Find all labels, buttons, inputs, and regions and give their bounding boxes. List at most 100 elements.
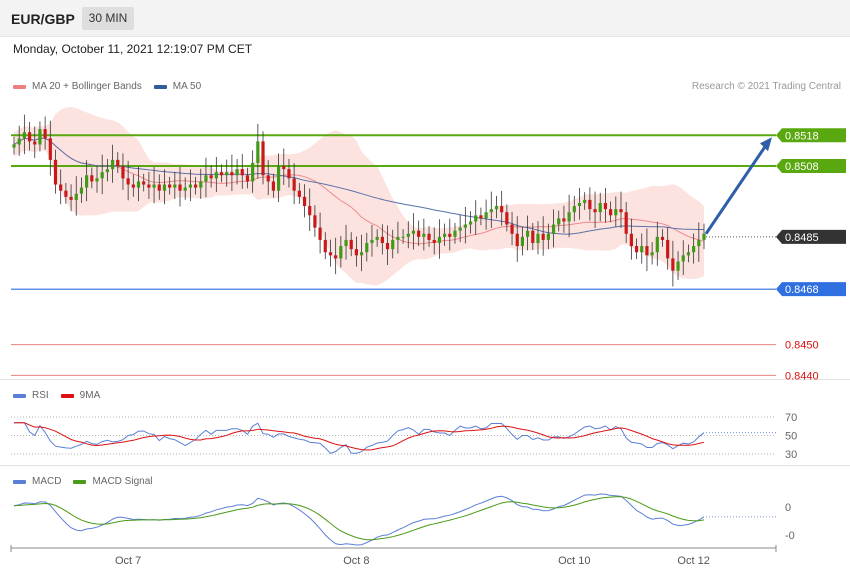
candle-body <box>380 236 384 243</box>
pivot-label-0.8468: 0.8468 <box>785 284 819 296</box>
panel-divider-macd <box>0 465 850 466</box>
legend-label-macd-signal: MACD Signal <box>92 476 153 487</box>
projection-arrow-line <box>704 144 768 235</box>
pivot-tag-0.8468 <box>776 282 846 297</box>
candle-body <box>48 138 52 160</box>
candle-body <box>427 233 431 240</box>
candle-body <box>593 209 597 213</box>
candle-body <box>432 239 436 243</box>
candle-body <box>230 172 234 176</box>
legend-item-ma20: MA 20 + Bollinger Bands <box>13 81 142 92</box>
candle-body <box>494 206 499 210</box>
projection-arrow-head <box>760 137 772 152</box>
candle-body <box>354 249 359 256</box>
ma50-line <box>13 137 704 235</box>
legend-item-ma50: MA 50 <box>153 81 202 92</box>
candle-body <box>90 175 94 182</box>
candle-body <box>204 175 208 182</box>
candle-body <box>681 255 685 262</box>
candle-body <box>110 159 115 170</box>
candle-body <box>396 236 400 240</box>
candle-body <box>339 246 343 259</box>
candle-body <box>17 138 21 145</box>
candle-body <box>136 181 141 188</box>
legend-swatch-ma50 <box>153 84 167 89</box>
legend-item-9ma: 9MA <box>60 390 100 401</box>
symbol-title: EUR/GBP <box>11 11 75 27</box>
candle-body <box>271 181 275 191</box>
time-tick-label-oct-7: Oct 7 <box>115 555 141 567</box>
candle-body <box>147 184 151 188</box>
macd-legend: MACD MACD Signal <box>13 476 164 487</box>
resistance-tag-0.8508 <box>776 159 846 174</box>
candle-body <box>546 233 550 240</box>
candle-body <box>422 233 426 237</box>
rsi-9ma-line <box>14 422 705 451</box>
candle-body <box>650 252 654 256</box>
candle-body <box>458 227 462 231</box>
candle-body <box>489 209 493 213</box>
candle-body <box>323 239 327 253</box>
candle-body <box>479 215 483 219</box>
candle-body <box>629 233 633 247</box>
candle-body <box>702 233 706 240</box>
macd-level-label-0: 0 <box>785 502 791 514</box>
candle-body <box>131 184 135 188</box>
timeframe-button[interactable]: 30 MIN <box>82 7 134 30</box>
candle-body <box>614 209 618 216</box>
candle-body <box>38 129 42 145</box>
candle-body <box>520 236 525 247</box>
candle-body <box>276 166 281 191</box>
candle-body <box>313 215 317 228</box>
rsi-legend: RSI 9MA <box>13 390 112 401</box>
legend-label-ma50: MA 50 <box>172 81 202 92</box>
candle-body <box>162 184 167 191</box>
resistance-label-0.8518: 0.8518 <box>785 130 819 142</box>
candle-body <box>526 230 530 237</box>
candle-body <box>209 175 213 179</box>
candle-body <box>634 246 639 253</box>
candle-body <box>152 184 156 188</box>
candle-body <box>328 252 333 256</box>
candle-body <box>676 261 680 271</box>
rsi-level-label-50: 50 <box>785 431 797 443</box>
ma20-line <box>13 137 705 245</box>
legend-swatch-rsi <box>13 393 26 398</box>
candle-body <box>603 202 608 210</box>
legend-item-macd-signal: MACD Signal <box>73 476 152 487</box>
candle-body <box>344 239 348 247</box>
candle-body <box>199 181 203 188</box>
candle-body <box>588 199 592 210</box>
candle-body <box>536 233 540 243</box>
candle-body <box>287 169 291 179</box>
candle-body <box>292 178 296 191</box>
legend-label-rsi: RSI <box>32 390 49 401</box>
legend-item-rsi: RSI <box>13 390 49 401</box>
candle-body <box>282 166 286 170</box>
candle-body <box>116 159 120 167</box>
candle-body <box>562 218 566 222</box>
legend-swatch-macd <box>13 479 26 484</box>
candle-body <box>660 236 665 240</box>
candle-body <box>671 258 675 271</box>
candle-body <box>79 187 84 194</box>
candle-body <box>126 178 130 185</box>
candle-body <box>474 215 478 222</box>
candle-body <box>225 172 229 176</box>
candle-body <box>686 252 691 256</box>
candle-body <box>583 199 587 203</box>
candle-body <box>69 196 73 200</box>
rsi-level-label-70: 70 <box>785 412 797 424</box>
candle-body <box>468 221 473 225</box>
candle-body <box>359 252 364 256</box>
candle-body <box>510 224 514 234</box>
candle-body <box>188 184 192 188</box>
candle-body <box>43 129 47 139</box>
candle-body <box>385 243 390 250</box>
macd-line <box>13 493 705 546</box>
candle-body <box>624 212 628 234</box>
candle-body <box>572 206 576 213</box>
candle-body <box>261 141 265 176</box>
candle-body <box>697 239 701 247</box>
